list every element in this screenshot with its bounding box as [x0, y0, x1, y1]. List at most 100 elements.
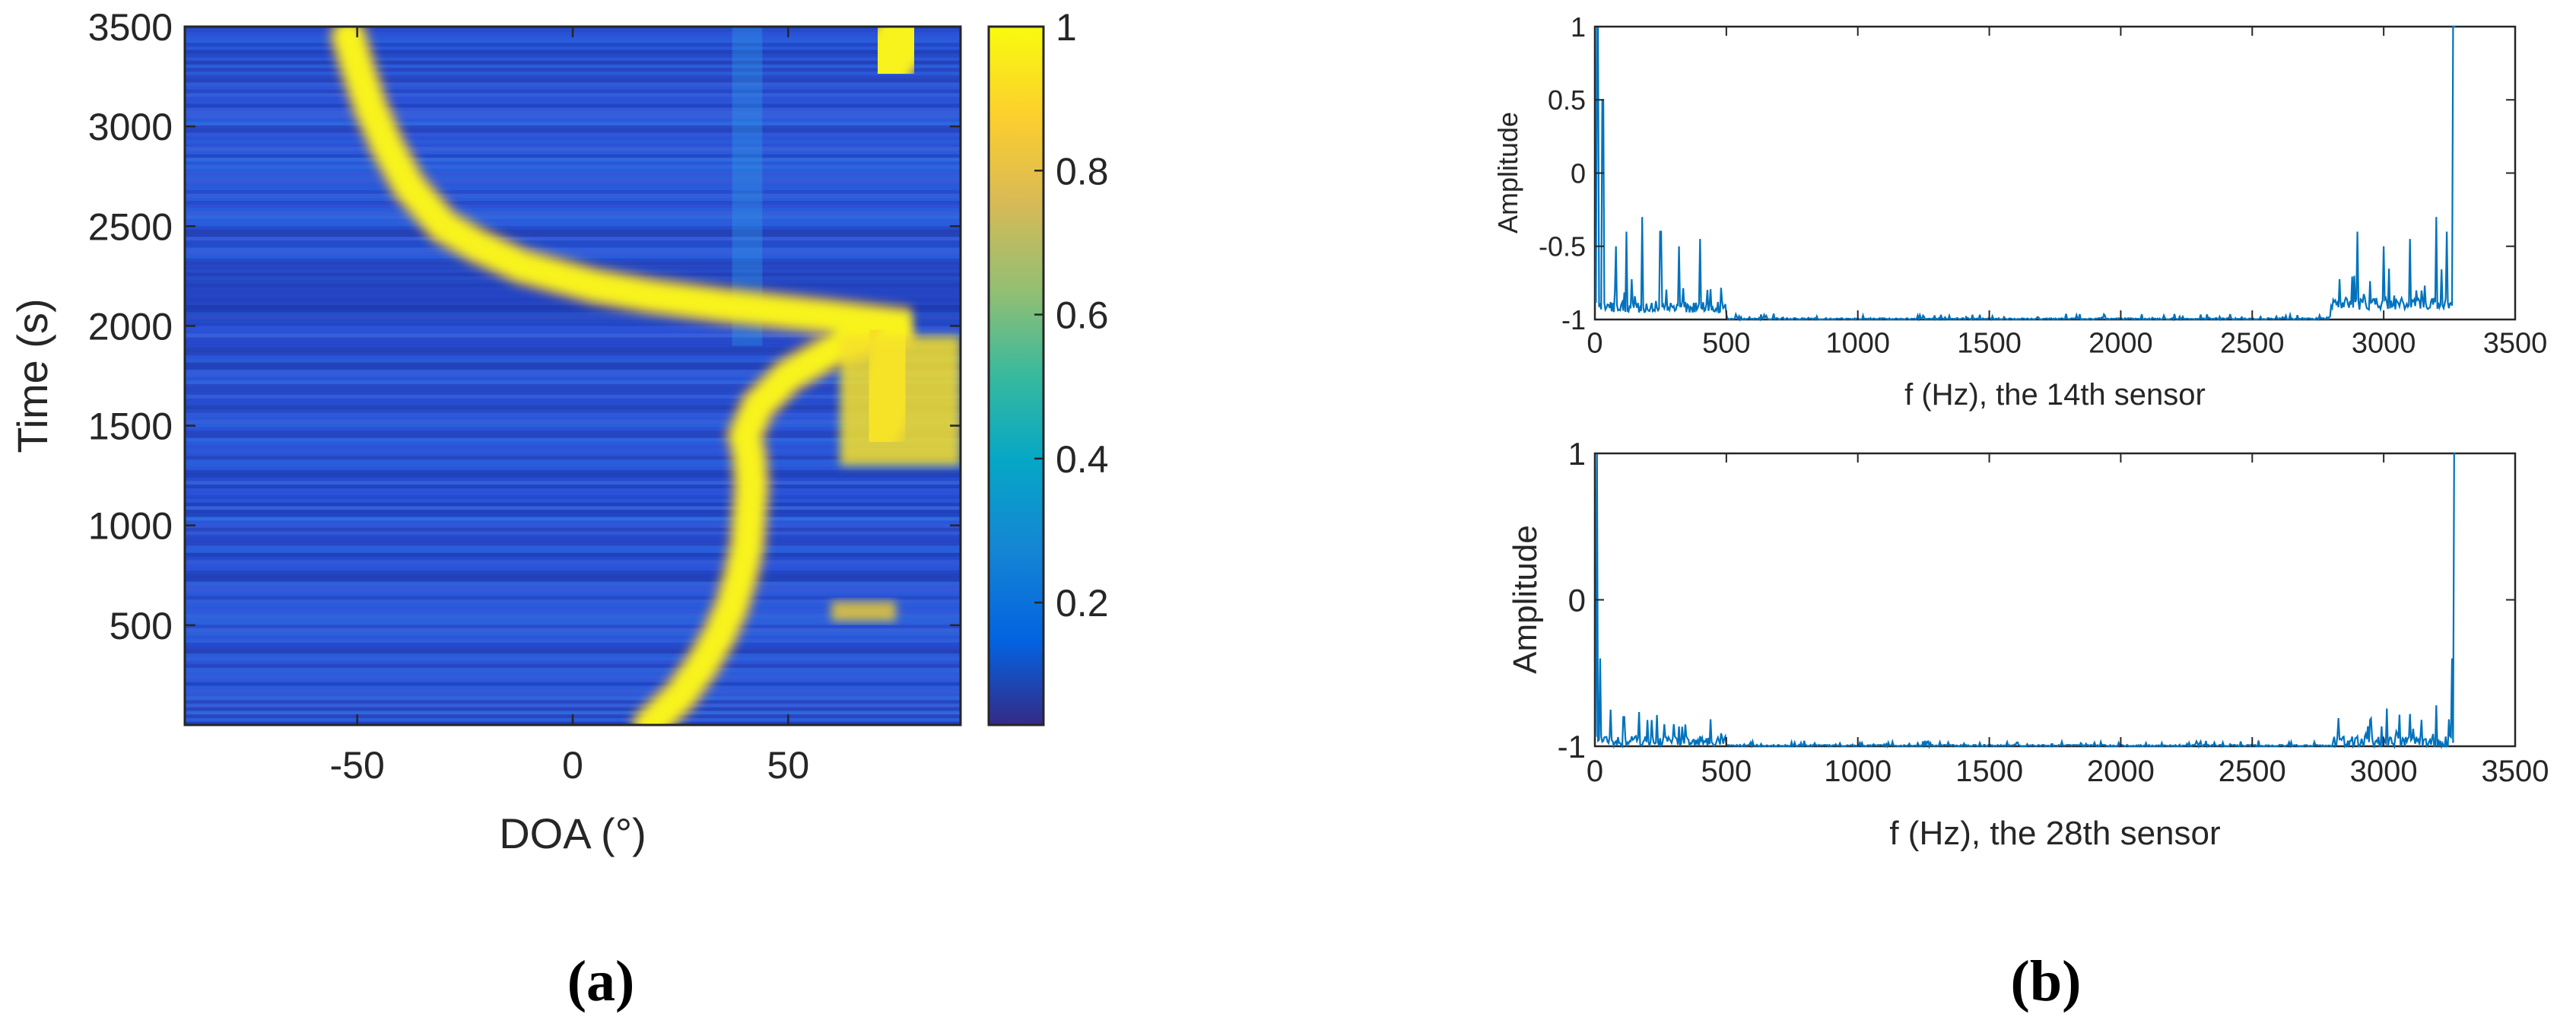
spectrum-28th-y-ticks: -1 0 1 [1558, 436, 2515, 765]
heatmap-row [185, 93, 961, 97]
heatmap-row [185, 157, 961, 162]
spectrum-28th-panel: -101 0 500 1000 1500 2000 2500 3000 3500 f (Hz)… [1507, 436, 2549, 852]
heatmap-row [185, 441, 961, 446]
heatmap-y-tick-label: 2000 [88, 305, 173, 348]
heatmap-row [185, 215, 961, 219]
heatmap-row [185, 419, 961, 424]
heatmap-row [185, 186, 961, 191]
heatmap-row [185, 323, 961, 327]
heatmap-row [185, 319, 961, 323]
panel-label-a: (a) [567, 949, 635, 1013]
heatmap-row [185, 218, 961, 223]
heatmap-y-axis-label: Time (s) [8, 298, 56, 453]
heatmap-row [185, 488, 961, 492]
heatmap-row [185, 434, 961, 438]
heatmap-row [185, 638, 961, 643]
spectrum-y-tick-label: -0.5 [1539, 231, 1586, 262]
heatmap-row [185, 49, 961, 54]
heatmap-patch [840, 335, 961, 466]
heatmap-row [185, 340, 961, 345]
heatmap-row [185, 64, 961, 68]
heatmap-y-tick-label: 1500 [88, 405, 173, 448]
heatmap-row [185, 300, 961, 306]
heatmap-row [185, 106, 961, 112]
heatmap-row [185, 556, 961, 561]
heatmap-row [185, 674, 961, 679]
heatmap-row [185, 333, 961, 338]
heatmap-y-tick-label: 2500 [88, 205, 173, 248]
heatmap-row [185, 542, 961, 546]
heatmap-row [185, 574, 961, 578]
heatmap-row [185, 480, 961, 485]
heatmap-row [185, 365, 961, 370]
heatmap-row [185, 703, 961, 707]
heatmap-row [185, 68, 961, 72]
colorbar-tick-label: 0.2 [1056, 582, 1109, 625]
heatmap-row [185, 240, 961, 244]
heatmap-row [185, 132, 961, 137]
heatmap-row [185, 125, 961, 129]
spectrum-x-tick-label: 500 [1701, 755, 1752, 788]
spectrum-14th-x-ticks: 0 500 1000 1500 2000 2500 3000 3500 [1587, 27, 2547, 360]
heatmap-row [185, 682, 961, 686]
heatmap-track [335, 27, 913, 725]
heatmap-row [185, 168, 961, 173]
heatmap-row [185, 35, 961, 40]
colorbar-tick-label: 0.6 [1056, 294, 1109, 337]
spectrum-x-tick-label: 2000 [2088, 328, 2153, 360]
spectrum-14th-axes [1593, 25, 2517, 321]
heatmap-row [185, 631, 961, 636]
heatmap-row [185, 211, 961, 216]
heatmap-row [185, 329, 961, 334]
heatmap-row [185, 463, 961, 467]
heatmap-y-tick-label: 3500 [88, 6, 173, 49]
heatmap-row [185, 624, 961, 629]
heatmap-row [185, 527, 961, 532]
heatmap-row [185, 498, 961, 503]
heatmap-row [185, 369, 961, 374]
heatmap-row [185, 254, 961, 259]
heatmap-row [185, 89, 961, 94]
heatmap-row [185, 699, 961, 704]
heatmap-row [185, 373, 961, 377]
heatmap-row [185, 39, 961, 43]
heatmap-y-tick-label: 3000 [88, 106, 173, 148]
heatmap-row [185, 484, 961, 488]
heatmap-row [185, 383, 961, 388]
heatmap-x-ticks: -50 0 50 [330, 27, 809, 787]
heatmap-row [185, 707, 961, 711]
heatmap-row [185, 599, 961, 603]
heatmap-panel: 500 1000 1500 2000 2500 3000 3500 -50 0 50 DOA (… [8, 6, 962, 857]
spectrum-y-tick-label: 0.5 [1548, 84, 1586, 116]
spectrum-x-tick-label: 500 [1702, 328, 1750, 360]
heatmap-row [185, 409, 961, 413]
spectrum-x-tick-label: 0 [1587, 328, 1602, 360]
heatmap-y-ticks: 500 1000 1500 2000 2500 3000 3500 [88, 6, 961, 647]
heatmap-row [185, 204, 961, 208]
heatmap-row [185, 444, 961, 449]
heatmap-row [185, 649, 961, 654]
heatmap-row [185, 398, 961, 402]
spectrum-y-tick-label: -1 [1561, 304, 1586, 335]
heatmap-row [185, 193, 961, 198]
heatmap-row [185, 229, 961, 234]
spectrum-y-tick-label: 0 [1571, 157, 1586, 189]
heatmap-row [185, 678, 961, 682]
heatmap-row [185, 236, 961, 241]
heatmap-row [185, 520, 961, 525]
heatmap-row [185, 183, 961, 187]
heatmap-y-tick-label: 500 [110, 605, 173, 647]
spectrum-x-tick-label: 3500 [2482, 755, 2549, 788]
heatmap-row [185, 577, 961, 582]
heatmap-row [185, 247, 961, 252]
heatmap-row [185, 588, 961, 593]
heatmap-row [185, 377, 961, 381]
spectrum-14th-x-axis-label: f (Hz), the 14th sensor [1904, 378, 2206, 412]
heatmap-row [185, 606, 961, 611]
heatmap-row [185, 121, 961, 126]
heatmap-y-tick-label: 1000 [88, 505, 173, 548]
heatmap-row [185, 509, 961, 513]
heatmap-row [185, 380, 961, 384]
heatmap-row [185, 552, 961, 557]
